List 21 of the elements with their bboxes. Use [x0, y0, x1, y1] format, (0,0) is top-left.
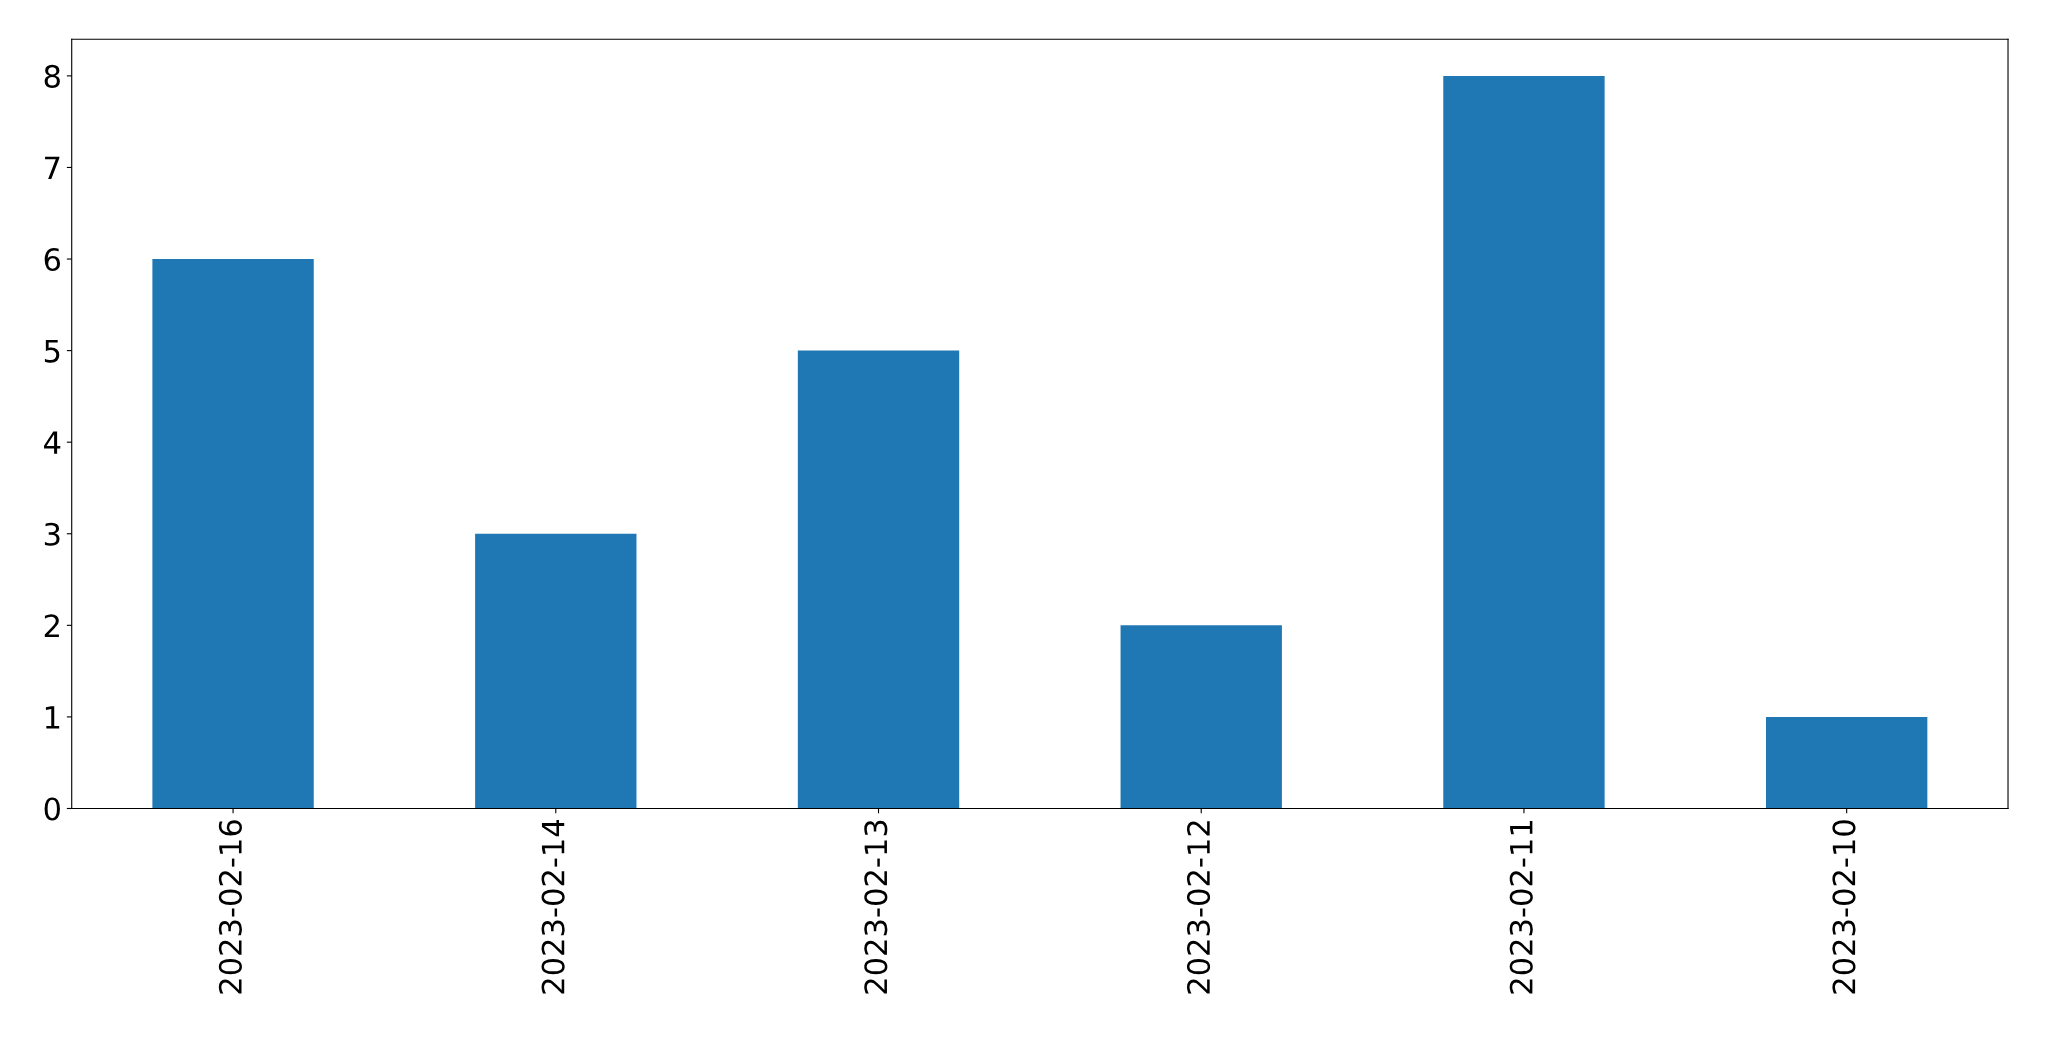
x-tick-label: 2023-02-14 — [541, 819, 565, 994]
bar — [1120, 625, 1282, 809]
x-tick-label: 2023-02-13 — [864, 820, 888, 994]
x-tick-label: 2023-02-16 — [218, 820, 242, 994]
bar — [152, 259, 314, 809]
y-tick-label: 5 — [44, 339, 60, 363]
x-tick-label: 2023-02-12 — [1186, 821, 1211, 994]
bar — [475, 533, 637, 809]
bar — [1443, 75, 1605, 809]
y-tick-label: 1 — [45, 706, 60, 729]
x-tick-label: 2023-02-11 — [1509, 821, 1533, 994]
y-tick-label: 7 — [45, 156, 60, 180]
y-tick-label: 6 — [44, 247, 61, 272]
bar — [797, 350, 960, 809]
y-tick-label: 2 — [44, 614, 59, 637]
bar — [1765, 716, 1928, 809]
y-tick-label: 8 — [44, 64, 60, 88]
y-tick-label: 3 — [44, 522, 60, 546]
x-tick-label: 2023-02-10 — [1832, 820, 1856, 994]
y-tick-label: 0 — [44, 797, 60, 821]
y-tick-label: 4 — [44, 431, 61, 454]
